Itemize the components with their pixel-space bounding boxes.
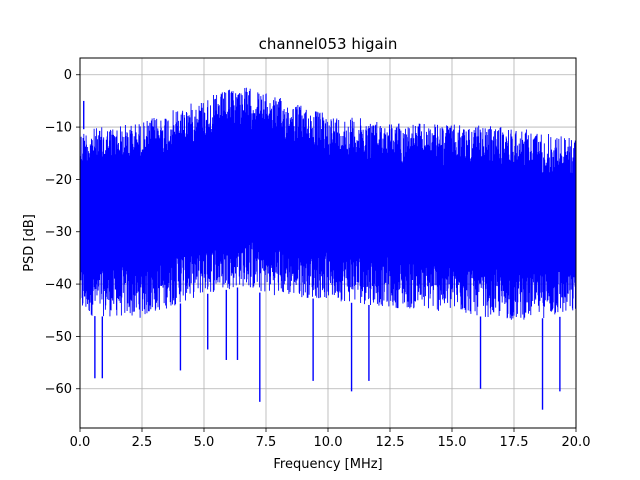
x-tick-label: 20.0: [562, 435, 591, 450]
psd-trace: [79, 87, 577, 320]
x-tick-label: 17.5: [500, 435, 529, 450]
x-tick-label: 10.0: [314, 435, 343, 450]
x-tick-label: 12.5: [376, 435, 405, 450]
y-axis-ticks: 0 −10 −20 −30 −40 −50 −60: [45, 68, 80, 397]
plot-area: [79, 87, 577, 410]
x-tick-label: 7.5: [256, 435, 277, 450]
y-tick-label: 0: [64, 68, 72, 83]
x-axis-ticks: 0.0 2.5 5.0 7.5 10.0 12.5 15.0 17.5 20.0: [70, 428, 591, 450]
y-tick-label: −10: [45, 121, 72, 136]
x-axis-label: Frequency [MHz]: [273, 457, 382, 472]
y-tick-label: −30: [45, 225, 72, 240]
x-tick-label: 0.0: [70, 435, 91, 450]
y-tick-label: −50: [45, 330, 72, 345]
chart-title: channel053 higain: [259, 35, 398, 53]
y-tick-label: −40: [45, 278, 72, 293]
x-tick-label: 2.5: [132, 435, 153, 450]
y-tick-label: −60: [45, 382, 72, 397]
x-tick-label: 15.0: [438, 435, 467, 450]
y-tick-label: −20: [45, 173, 72, 188]
x-tick-label: 5.0: [194, 435, 215, 450]
y-axis-label: PSD [dB]: [22, 214, 37, 272]
